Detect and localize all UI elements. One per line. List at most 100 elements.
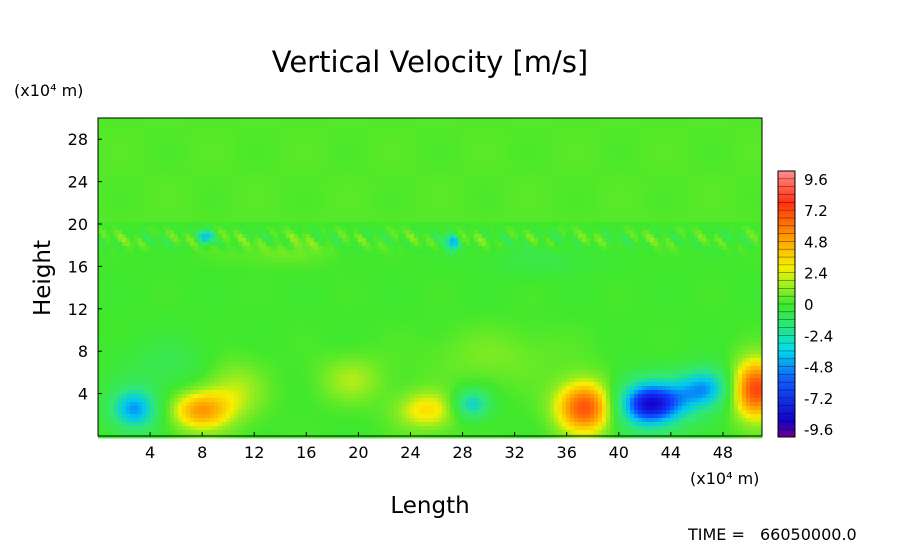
heatmap-cell — [130, 158, 135, 163]
heatmap-cell — [350, 234, 355, 239]
heatmap-cell — [422, 198, 427, 203]
heatmap-cell — [294, 130, 299, 135]
heatmap-cell — [370, 218, 375, 223]
heatmap-cell — [722, 194, 727, 199]
heatmap-cell — [650, 146, 655, 151]
heatmap-cell — [462, 134, 467, 139]
heatmap-cell — [342, 230, 347, 235]
heatmap-cell — [586, 210, 591, 215]
heatmap-cell — [478, 190, 483, 195]
heatmap-cell — [478, 126, 483, 131]
heatmap-cell — [638, 138, 643, 143]
heatmap-cell — [458, 138, 463, 143]
heatmap-cell — [566, 162, 571, 167]
heatmap-cell — [322, 186, 327, 191]
heatmap-cell — [562, 134, 567, 139]
heatmap-cell — [662, 234, 667, 239]
heatmap-cell — [574, 182, 579, 187]
heatmap-cell — [254, 214, 259, 219]
heatmap-cell — [654, 138, 659, 143]
heatmap-cell — [190, 190, 195, 195]
heatmap-cell — [214, 210, 219, 215]
heatmap-cell — [522, 214, 527, 219]
heatmap-cell — [310, 202, 315, 207]
heatmap-cell — [150, 178, 155, 183]
heatmap-cell — [290, 150, 295, 155]
heatmap-cell — [210, 226, 215, 231]
heatmap-cell — [118, 190, 123, 195]
heatmap-cell — [658, 218, 663, 223]
heatmap-cell — [374, 118, 379, 123]
heatmap-cell — [678, 214, 683, 219]
heatmap-cell — [674, 158, 679, 163]
heatmap-cell — [734, 190, 739, 195]
heatmap-cell — [242, 202, 247, 207]
heatmap-cell — [478, 154, 483, 159]
heatmap-cell — [618, 182, 623, 187]
heatmap-cell — [474, 194, 479, 199]
heatmap-cell — [326, 202, 331, 207]
heatmap-cell — [366, 186, 371, 191]
heatmap-cell — [178, 226, 183, 231]
heatmap-cell — [474, 230, 479, 235]
heatmap-cell — [670, 118, 675, 123]
heatmap-cell — [126, 134, 131, 139]
heatmap-cell — [122, 186, 127, 191]
heatmap-cell — [626, 138, 631, 143]
heatmap-cell — [470, 158, 475, 163]
heatmap-cell — [134, 166, 139, 171]
heatmap-cell — [534, 130, 539, 135]
heatmap-cell — [746, 130, 751, 135]
heatmap-cell — [130, 234, 135, 239]
heatmap-cell — [530, 130, 535, 135]
heatmap-cell — [102, 154, 107, 159]
heatmap-cell — [646, 174, 651, 179]
heatmap-cell — [586, 162, 591, 167]
heatmap-cell — [270, 154, 275, 159]
heatmap-cell — [530, 146, 535, 151]
heatmap-cell — [566, 226, 571, 231]
heatmap-cell — [298, 218, 303, 223]
heatmap-cell — [442, 122, 447, 127]
heatmap-cell — [450, 166, 455, 171]
heatmap-cell — [574, 126, 579, 131]
heatmap-cell — [362, 218, 367, 223]
heatmap-cell — [666, 122, 671, 127]
heatmap-cell — [754, 138, 759, 143]
heatmap-cell — [106, 150, 111, 155]
heatmap-cell — [158, 154, 163, 159]
heatmap-cell — [558, 158, 563, 163]
heatmap-cell — [394, 166, 399, 171]
heatmap-cell — [286, 158, 291, 163]
heatmap-cell — [730, 182, 735, 187]
heatmap-cell — [682, 230, 687, 235]
heatmap-cell — [758, 170, 763, 175]
heatmap-cell — [346, 170, 351, 175]
heatmap-cell — [210, 190, 215, 195]
heatmap-cell — [402, 150, 407, 155]
heatmap-cell — [738, 130, 743, 135]
heatmap-cell — [486, 166, 491, 171]
heatmap-cell — [502, 166, 507, 171]
heatmap-cell — [630, 206, 635, 211]
heatmap-cell — [402, 190, 407, 195]
heatmap-cell — [638, 234, 643, 239]
heatmap-cell — [530, 118, 535, 123]
heatmap-cell — [114, 202, 119, 207]
heatmap-cell — [582, 122, 587, 127]
heatmap-cell — [262, 218, 267, 223]
heatmap-cell — [130, 190, 135, 195]
heatmap-cell — [110, 122, 115, 127]
heatmap-cell — [114, 234, 119, 239]
heatmap-cell — [426, 150, 431, 155]
heatmap-cell — [722, 174, 727, 179]
heatmap-cell — [218, 194, 223, 199]
heatmap-cell — [706, 122, 711, 127]
heatmap-cell — [154, 198, 159, 203]
heatmap-cell — [454, 122, 459, 127]
heatmap-cell — [646, 126, 651, 131]
heatmap-cell — [414, 234, 419, 239]
heatmap-cell — [426, 142, 431, 147]
heatmap-cell — [302, 182, 307, 187]
heatmap-cell — [570, 170, 575, 175]
